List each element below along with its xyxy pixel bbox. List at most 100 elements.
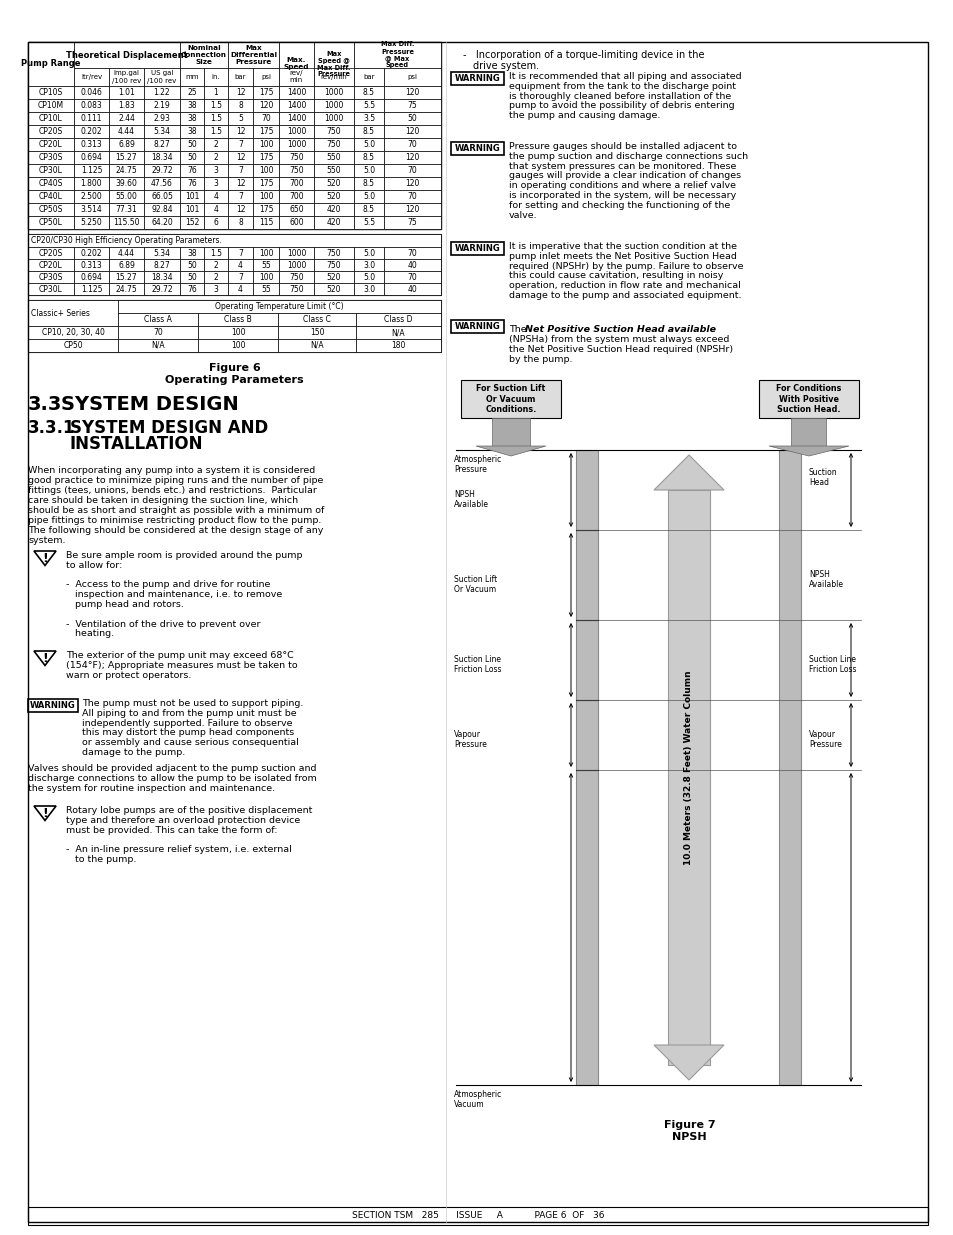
Text: should be as short and straight as possible with a minimum of: should be as short and straight as possi… bbox=[28, 506, 324, 515]
Text: rev/
min: rev/ min bbox=[290, 70, 303, 84]
Text: The exterior of the pump unit may exceed 68°C: The exterior of the pump unit may exceed… bbox=[66, 651, 294, 659]
Text: 3: 3 bbox=[213, 284, 218, 294]
Bar bbox=[791, 417, 825, 446]
Bar bbox=[314, 216, 354, 228]
Bar bbox=[180, 99, 204, 112]
Text: 5.5: 5.5 bbox=[362, 101, 375, 110]
Bar bbox=[28, 42, 440, 228]
Bar bbox=[144, 270, 180, 283]
Text: 76: 76 bbox=[187, 179, 196, 188]
Text: fittings (tees, unions, bends etc.) and restrictions.  Particular: fittings (tees, unions, bends etc.) and … bbox=[28, 487, 316, 495]
Text: 175: 175 bbox=[258, 127, 273, 136]
Text: 0.313: 0.313 bbox=[81, 261, 102, 269]
Text: 1.125: 1.125 bbox=[81, 165, 102, 175]
Text: 1000: 1000 bbox=[287, 127, 306, 136]
Text: 520: 520 bbox=[327, 273, 341, 282]
Text: that system pressures can be monitored. These: that system pressures can be monitored. … bbox=[509, 162, 736, 170]
Bar bbox=[144, 164, 180, 177]
Text: 115.50: 115.50 bbox=[113, 219, 139, 227]
Text: 0.694: 0.694 bbox=[80, 153, 102, 162]
Text: N/A: N/A bbox=[151, 341, 165, 350]
Bar bbox=[198, 312, 277, 326]
Bar bbox=[779, 450, 801, 1086]
Text: 5.0: 5.0 bbox=[362, 140, 375, 149]
Text: or assembly and cause serious consequential: or assembly and cause serious consequent… bbox=[82, 739, 298, 747]
Bar bbox=[144, 283, 180, 295]
Bar bbox=[253, 259, 278, 270]
Text: 120: 120 bbox=[405, 179, 419, 188]
Bar bbox=[28, 190, 74, 203]
Text: Suction
Head: Suction Head bbox=[808, 468, 837, 488]
Text: 75: 75 bbox=[407, 101, 416, 110]
Bar bbox=[28, 125, 74, 138]
Bar bbox=[354, 283, 384, 295]
Bar bbox=[228, 42, 278, 68]
Text: 4: 4 bbox=[238, 261, 243, 269]
Bar bbox=[253, 190, 278, 203]
Bar bbox=[460, 380, 560, 417]
Bar bbox=[109, 99, 144, 112]
Text: 100: 100 bbox=[231, 329, 245, 337]
Bar bbox=[384, 68, 440, 86]
Text: 4: 4 bbox=[213, 205, 218, 214]
Bar bbox=[109, 259, 144, 270]
Bar bbox=[74, 190, 109, 203]
Text: All piping to and from the pump unit must be: All piping to and from the pump unit mus… bbox=[82, 709, 296, 718]
Bar bbox=[314, 270, 354, 283]
Text: is thoroughly cleaned before installation of the: is thoroughly cleaned before installatio… bbox=[509, 91, 731, 100]
Bar bbox=[253, 270, 278, 283]
Bar bbox=[228, 216, 253, 228]
Text: 15.27: 15.27 bbox=[115, 153, 137, 162]
Bar bbox=[180, 270, 204, 283]
Bar bbox=[144, 203, 180, 216]
Bar bbox=[384, 138, 440, 151]
Text: (154°F); Appropriate measures must be taken to: (154°F); Appropriate measures must be ta… bbox=[66, 661, 297, 669]
Bar bbox=[354, 216, 384, 228]
Bar bbox=[28, 112, 74, 125]
Text: 47.56: 47.56 bbox=[151, 179, 172, 188]
Bar bbox=[74, 216, 109, 228]
Bar bbox=[204, 247, 228, 259]
Bar bbox=[384, 283, 440, 295]
Bar bbox=[144, 86, 180, 99]
Bar bbox=[314, 125, 354, 138]
Text: discharge connections to allow the pump to be isolated from: discharge connections to allow the pump … bbox=[28, 774, 316, 783]
Text: 24.75: 24.75 bbox=[115, 165, 137, 175]
Text: Class A: Class A bbox=[144, 315, 172, 324]
Bar bbox=[109, 270, 144, 283]
Bar bbox=[314, 164, 354, 177]
Text: 1.125: 1.125 bbox=[81, 284, 102, 294]
Bar bbox=[354, 125, 384, 138]
Text: 8.5: 8.5 bbox=[363, 179, 375, 188]
Bar bbox=[314, 177, 354, 190]
Text: WARNING: WARNING bbox=[455, 74, 500, 83]
Text: the pump suction and discharge connections such: the pump suction and discharge connectio… bbox=[509, 152, 747, 161]
Bar bbox=[314, 99, 354, 112]
Text: When incorporating any pump into a system it is considered: When incorporating any pump into a syste… bbox=[28, 466, 314, 475]
Bar bbox=[180, 203, 204, 216]
Bar bbox=[109, 164, 144, 177]
Text: damage to the pump.: damage to the pump. bbox=[82, 748, 185, 757]
Bar bbox=[277, 338, 355, 352]
Text: CP50: CP50 bbox=[63, 341, 83, 350]
Bar bbox=[384, 216, 440, 228]
Text: INSTALLATION: INSTALLATION bbox=[70, 435, 203, 453]
Bar bbox=[74, 138, 109, 151]
Bar bbox=[204, 68, 228, 86]
Bar bbox=[28, 300, 440, 352]
Text: The: The bbox=[509, 325, 529, 333]
Text: 50: 50 bbox=[187, 153, 196, 162]
Bar bbox=[109, 216, 144, 228]
Text: bar: bar bbox=[363, 74, 375, 80]
Bar bbox=[180, 177, 204, 190]
Text: 12: 12 bbox=[235, 88, 245, 98]
Bar bbox=[228, 68, 253, 86]
Text: 3.3.1: 3.3.1 bbox=[28, 419, 75, 437]
Text: Class D: Class D bbox=[384, 315, 413, 324]
Bar bbox=[278, 247, 314, 259]
Text: 0.694: 0.694 bbox=[80, 273, 102, 282]
Bar bbox=[278, 283, 314, 295]
Text: NPSH
Available: NPSH Available bbox=[454, 490, 489, 509]
Text: 15.27: 15.27 bbox=[115, 273, 137, 282]
Bar bbox=[180, 86, 204, 99]
